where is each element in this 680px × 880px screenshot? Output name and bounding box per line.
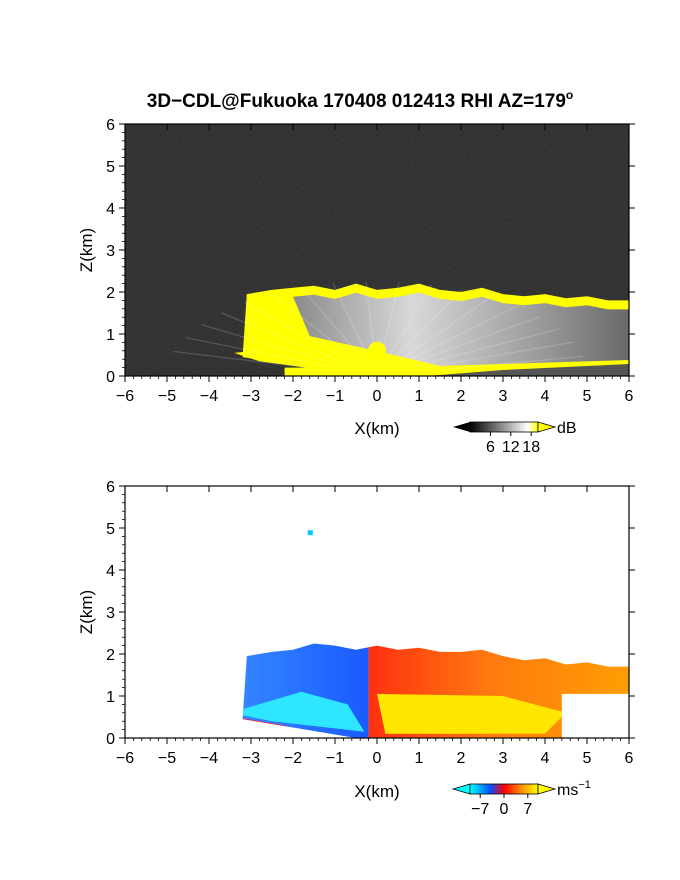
velocity-x-tick-label: 5 [583,750,592,767]
velocity-xlabel: X(km) [354,782,399,801]
snr-y-tick-label: 3 [106,243,115,260]
snr-beam-streak [200,323,378,377]
velocity-x-tick-label: −4 [200,750,218,767]
snr-x-tick-label: 5 [583,388,592,405]
snr-beam-streak [365,281,378,377]
colorbar-tick-label: 7 [523,801,532,818]
snr-xlabel: X(km) [354,419,399,438]
snr-beam-streak [376,315,541,377]
snr-x-tick-label: 6 [625,388,634,405]
colorbar-tick-label: 12 [502,439,520,456]
snr-beam-streak [376,281,400,377]
velocity-y-tick-label: 3 [106,605,115,622]
snr-colorbar-unit: dB [557,420,577,437]
snr-y-tick-label: 0 [106,369,115,386]
velocity-y-tick-label: 6 [106,479,115,496]
velocity-colorbar-left-arrow [451,783,471,795]
velocity-x-tick-label: −1 [326,750,344,767]
snr-x-tick-label: −2 [284,388,302,405]
velocity-y-tick-label: 2 [106,647,115,664]
snr-radar-spot [368,341,386,360]
snr-colorbar-ticks: 6 12 18 [486,432,540,456]
snr-ground-clutter [427,364,629,376]
velocity-ylabel: Z(km) [77,590,96,634]
velocity-x-tick-label: −6 [116,750,134,767]
colorbar-tick-label: 18 [522,439,540,456]
snr-colorbar-left-arrow [453,422,470,432]
velocity-x-tick-label: −5 [158,750,176,767]
snr-x-tick-label: −1 [326,388,344,405]
velocity-y-tick-label: 0 [106,731,115,748]
snr-beam-streak [220,312,378,377]
snr-y-tick-label: 1 [106,327,115,344]
snr-axes: −6 −5 −4 −3 −2 −1 0 1 2 3 4 5 6 0 1 2 3 4 5 6 [106,117,635,405]
velocity-strong-positive [377,693,566,734]
snr-x-tick-label: 0 [373,388,382,405]
snr-x-tick-label: 2 [457,388,466,405]
velocity-axes: −6 −5 −4 −3 −2 −1 0 1 2 3 4 5 6 0 1 2 3 4 5 6 [106,479,635,767]
velocity-colorbar-ticks: −7 0 7 [471,794,532,818]
velocity-strong-negative [242,691,365,732]
velocity-x-tick-label: 6 [625,750,634,767]
snr-y-tick-label: 4 [106,201,115,218]
snr-ground-echo [284,367,440,376]
snr-beam-streak [271,293,378,377]
snr-colorbar: 6 12 18 dB [453,420,577,456]
snr-x-tick-label: −6 [116,388,134,405]
snr-beam-streak [376,305,518,377]
velocity-panel: −6 −5 −4 −3 −2 −1 0 1 2 3 4 5 6 0 1 2 3 4 5 6 X(km) Z(km) −… [77,479,635,818]
velocity-x-tick-label: 0 [373,750,382,767]
velocity-y-tick-label: 5 [106,521,115,538]
velocity-isolated-echo [307,530,313,536]
colorbar-tick-label: 0 [500,801,509,818]
snr-ylabel: Z(km) [77,228,96,272]
velocity-colorbar-right-arrow [537,783,557,795]
velocity-x-tick-label: 2 [457,750,466,767]
velocity-y-tick-label: 4 [106,563,115,580]
velocity-y-tick-label: 1 [106,689,115,706]
title-text: 3D−CDL@Fukuoka 170408 012413 RHI AZ=179 [147,91,566,112]
velocity-x-tick-label: −3 [242,750,260,767]
velocity-colorbar-unit: ms−1 [557,779,591,799]
snr-beam-streak [376,289,463,377]
snr-x-tick-label: 1 [415,388,424,405]
velocity-colorbar-bar [469,783,539,795]
snr-colorbar-bar [469,421,539,433]
snr-x-tick-label: −5 [158,388,176,405]
figure-title: 3D−CDL@Fukuoka 170408 012413 RHI AZ=179o [147,88,574,112]
title-degree: o [566,88,573,102]
snr-echo-field [174,281,629,377]
velocity-unit-superscript: −1 [578,779,591,791]
colorbar-tick-label: 6 [486,439,495,456]
snr-x-tick-label: −4 [200,388,218,405]
snr-beam-streak [376,296,492,377]
velocity-unit-text: ms [557,782,578,799]
velocity-no-data-lower-right [561,693,629,738]
velocity-x-tick-label: 1 [415,750,424,767]
velocity-x-tick-label: 4 [541,750,550,767]
snr-x-tick-label: 3 [499,388,508,405]
snr-beam-streak [301,287,378,377]
snr-x-tick-label: −3 [242,388,260,405]
snr-y-tick-label: 2 [106,285,115,302]
snr-beam-streak [244,302,378,377]
velocity-x-tick-label: −2 [284,750,302,767]
snr-beam-streak [332,283,378,377]
velocity-x-tick-label: 3 [499,750,508,767]
snr-x-tick-label: 4 [541,388,550,405]
snr-y-tick-label: 6 [106,117,115,134]
snr-y-tick-label: 5 [106,159,115,176]
velocity-colorbar: −7 0 7 ms−1 [451,779,591,818]
snr-colorbar-right-arrow [537,421,557,433]
snr-beam-streak [376,284,432,377]
colorbar-tick-label: −7 [471,801,489,818]
